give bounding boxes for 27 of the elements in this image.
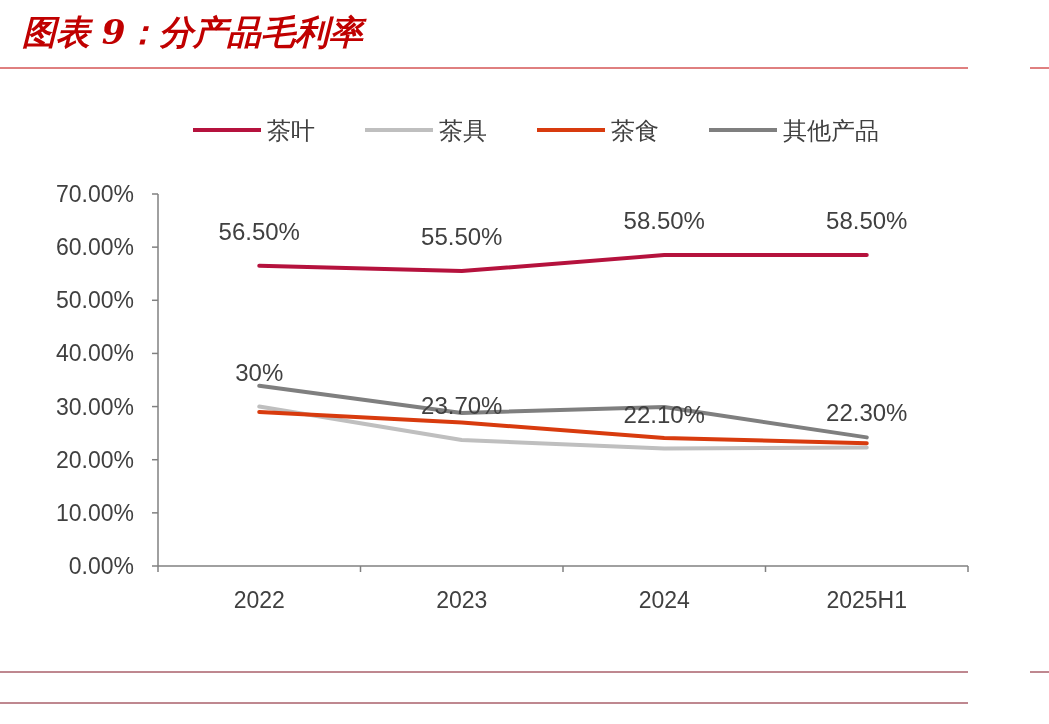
legend-其他产品: 其他产品 (709, 117, 879, 145)
y-tick-label: 50.00% (55, 287, 134, 314)
data-label: 55.50% (421, 223, 503, 251)
y-tick-label: 70.00% (55, 181, 134, 207)
data-label: 58.50% (826, 207, 908, 235)
x-tick-label: 2025H1 (826, 587, 908, 613)
data-label: 56.50% (218, 217, 300, 245)
x-tick-label: 2022 (233, 587, 285, 613)
legend-茶食: 茶食 (537, 117, 659, 145)
data-label: 30% (235, 358, 284, 386)
x-tick-label: 2024 (638, 587, 691, 613)
y-tick-label: 60.00% (55, 234, 134, 261)
y-tick-label: 30.00% (55, 393, 134, 420)
data-label: 22.10% (623, 400, 705, 428)
y-tick-label: 20.00% (55, 446, 134, 473)
legend-label: 茶叶 (267, 117, 315, 145)
legend-label: 茶食 (611, 117, 659, 145)
legend-茶具: 茶具 (365, 117, 487, 145)
y-tick-label: 10.00% (55, 499, 134, 526)
x-tick-label: 2023 (436, 587, 488, 613)
y-tick-label: 0.00% (68, 553, 134, 579)
legend-label: 茶具 (439, 117, 487, 145)
legend-茶叶: 茶叶 (193, 117, 315, 145)
data-label: 22.30% (826, 399, 908, 427)
y-tick-label: 40.00% (55, 340, 134, 367)
legend-label: 其他产品 (783, 117, 879, 145)
data-label: 58.50% (623, 207, 705, 235)
